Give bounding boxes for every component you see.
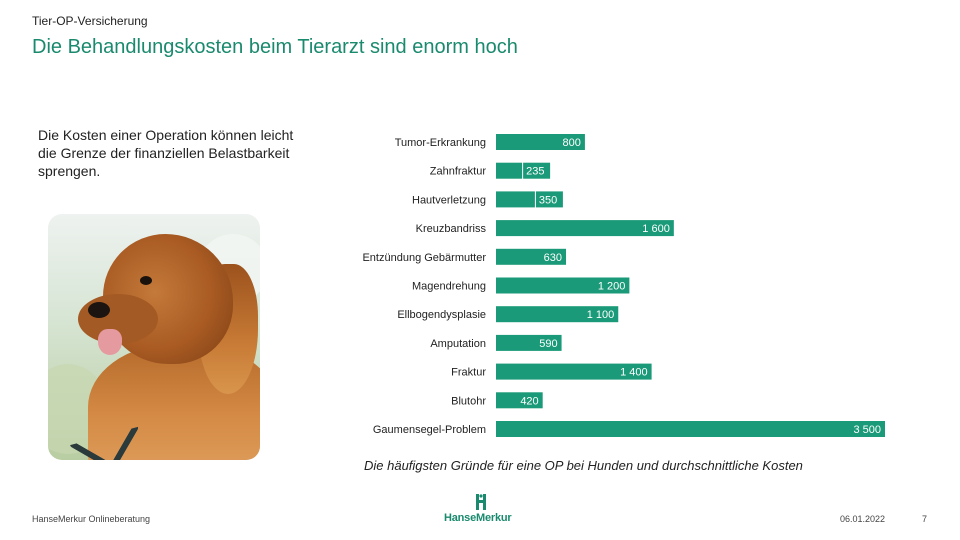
value-label: 350 bbox=[539, 194, 557, 206]
dog-photo bbox=[48, 214, 260, 460]
category-label: Tumor-Erkrankung bbox=[395, 137, 486, 149]
category-label: Hautverletzung bbox=[412, 194, 486, 206]
bar bbox=[496, 421, 885, 437]
value-label: 235 bbox=[526, 166, 544, 178]
bar bbox=[496, 392, 543, 409]
bar bbox=[496, 363, 652, 380]
category-label: Ellbogendysplasie bbox=[397, 309, 486, 321]
value-label: 1 100 bbox=[587, 309, 615, 321]
category-label: Magendrehung bbox=[412, 281, 486, 293]
value-chip bbox=[523, 162, 551, 179]
value-label: 590 bbox=[539, 338, 557, 350]
bar bbox=[496, 306, 619, 323]
logo-mark-icon bbox=[476, 494, 486, 510]
bar bbox=[496, 334, 562, 351]
logo-text: HanseMerkur bbox=[444, 512, 512, 524]
intro-text: Die Kosten einer Operation können leicht… bbox=[38, 127, 294, 179]
bar bbox=[496, 134, 585, 150]
category-label: Blutohr bbox=[451, 395, 486, 407]
footer-date: 06.01.2022 bbox=[840, 514, 886, 524]
value-label: 800 bbox=[563, 137, 581, 149]
bar bbox=[496, 191, 535, 208]
category-label: Fraktur bbox=[451, 367, 486, 379]
slide-title: Die Behandlungskosten beim Tierarzt sind… bbox=[32, 36, 518, 58]
value-label: 630 bbox=[544, 252, 562, 264]
bar bbox=[496, 248, 567, 265]
hansemerkur-logo: HanseMerkur bbox=[444, 494, 518, 526]
bar bbox=[496, 162, 523, 179]
chart-caption: Die häufigsten Gründe für eine OP bei Hu… bbox=[364, 458, 803, 473]
category-label: Gaumensegel-Problem bbox=[373, 424, 486, 436]
value-label: 1 600 bbox=[642, 223, 670, 235]
bar bbox=[496, 277, 630, 294]
category-label: Amputation bbox=[430, 338, 486, 350]
value-label: 3 500 bbox=[853, 424, 881, 436]
page-number: 7 bbox=[922, 514, 928, 524]
category-label: Kreuzbandriss bbox=[416, 223, 487, 235]
footer-source: HanseMerkur Onlineberatung bbox=[32, 514, 151, 524]
value-label: 1 400 bbox=[620, 367, 648, 379]
bar bbox=[496, 220, 674, 237]
value-label: 1 200 bbox=[598, 281, 626, 293]
value-chip bbox=[535, 191, 563, 208]
category-label: Zahnfraktur bbox=[430, 166, 487, 178]
category-label: Entzündung Gebärmutter bbox=[362, 252, 486, 264]
slide-kicker: Tier-OP-Versicherung bbox=[32, 14, 148, 28]
value-label: 420 bbox=[520, 395, 538, 407]
